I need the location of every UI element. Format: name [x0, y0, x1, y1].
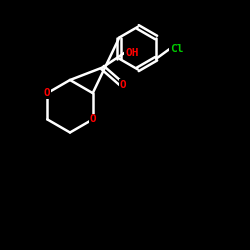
Text: O: O — [119, 80, 126, 90]
Text: O: O — [89, 114, 96, 124]
Text: O: O — [44, 88, 51, 98]
Text: OH: OH — [125, 48, 138, 58]
Text: Cl: Cl — [170, 44, 183, 54]
